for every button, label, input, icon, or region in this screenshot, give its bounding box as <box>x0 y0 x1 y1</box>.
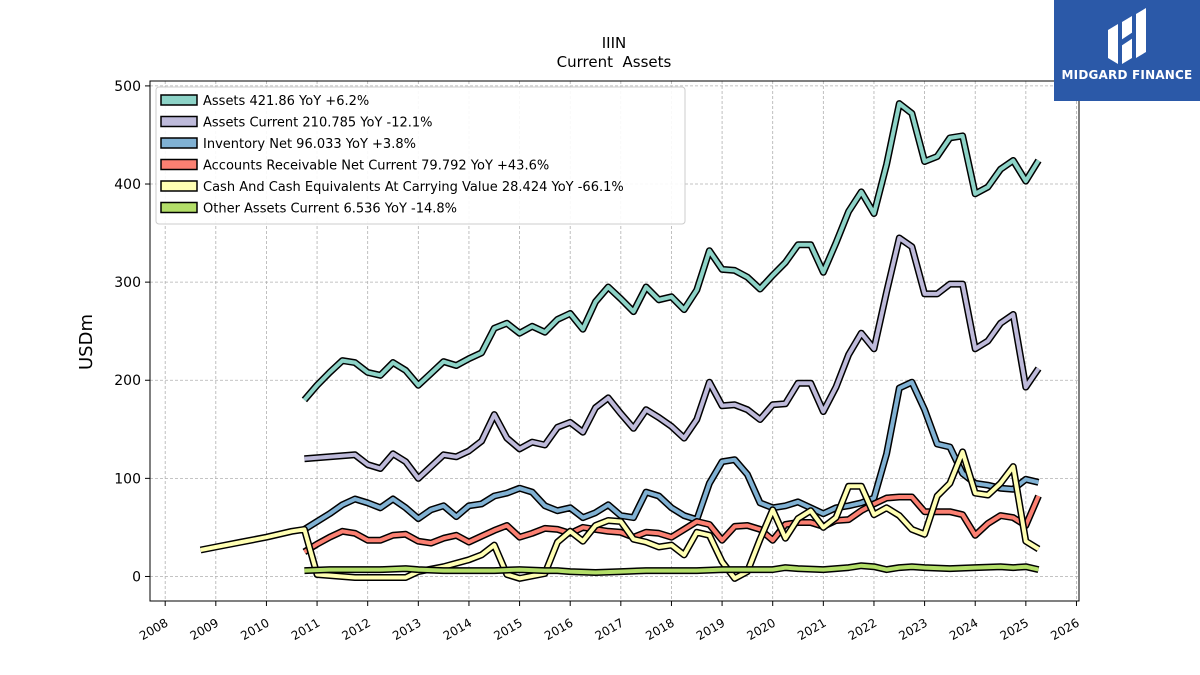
x-tick-label: 2018 <box>643 616 676 643</box>
x-tick-label: 2013 <box>390 616 423 643</box>
x-tick-label: 2019 <box>694 616 727 643</box>
legend-swatch <box>160 137 198 149</box>
plot-frame <box>149 80 1080 602</box>
legend-swatch <box>160 115 198 128</box>
legend-swatch <box>160 201 198 214</box>
x-tick-label: 2021 <box>795 616 828 643</box>
series-line <box>303 380 1039 532</box>
legend-label: Inventory Net 96.033 YoY +3.8% <box>203 137 416 152</box>
x-tick-label: 2024 <box>947 616 980 643</box>
brand-name: MIDGARD FINANCE <box>1061 68 1193 82</box>
x-tick-label: 2012 <box>340 616 373 643</box>
x-tick-label: 2023 <box>896 616 929 643</box>
y-tick-label: 0 <box>132 569 141 585</box>
legend: Assets 421.86 YoY +6.2% Assets Current 21… <box>155 86 686 225</box>
legend-label: Accounts Receivable Net Current 79.792 Y… <box>203 159 549 174</box>
x-tick-label: 2022 <box>846 616 879 643</box>
chart-subtitle: Current Assets <box>557 53 672 71</box>
legend-swatch <box>160 180 198 192</box>
x-tick-label: 2026 <box>1048 616 1081 643</box>
x-tick-label: 2009 <box>188 616 221 643</box>
x-tick-label: 2020 <box>745 616 778 643</box>
series-line <box>303 495 1041 554</box>
x-tick-label: 2008 <box>137 616 170 643</box>
legend-label: Assets 421.86 YoY +6.2% <box>203 94 369 109</box>
x-tick-label: 2025 <box>998 616 1031 643</box>
series-line <box>304 236 1041 481</box>
y-tick-label: 400 <box>114 177 141 193</box>
legend-box <box>155 86 686 225</box>
brand-mark-icon <box>1108 8 1146 64</box>
x-tick-label: 2016 <box>542 616 575 643</box>
series-line <box>304 563 1039 575</box>
x-tick-label: 2017 <box>593 616 626 643</box>
y-tick-label: 200 <box>114 373 141 389</box>
y-tick-label: 500 <box>114 79 141 95</box>
legend-label: Assets Current 210.785 YoY -12.1% <box>203 116 433 131</box>
legend-label: Other Assets Current 6.536 YoY -14.8% <box>203 202 457 217</box>
legend-swatch <box>160 158 198 171</box>
x-tick-label: 2014 <box>441 616 474 643</box>
series-line <box>302 101 1041 402</box>
series-line <box>200 449 1040 581</box>
x-tick-label: 2010 <box>238 616 271 643</box>
y-tick-label: 100 <box>114 471 141 487</box>
x-tick-label: 2015 <box>491 616 524 643</box>
brand-logo: MIDGARD FINANCE <box>1054 0 1200 101</box>
y-tick-label: 300 <box>114 275 141 291</box>
legend-label: Cash And Cash Equivalents At Carrying Va… <box>203 180 624 195</box>
series-lines <box>199 100 1042 582</box>
chart-title: IIIN <box>602 34 627 52</box>
x-tick-label: 2011 <box>289 616 322 643</box>
y-axis-label: USDm <box>76 314 97 370</box>
legend-swatch <box>160 94 198 106</box>
